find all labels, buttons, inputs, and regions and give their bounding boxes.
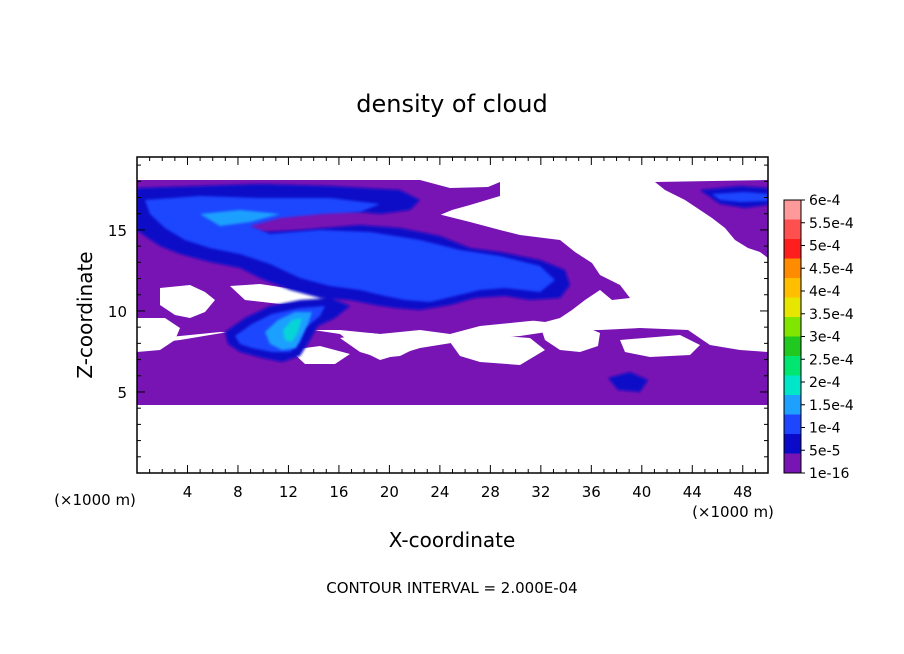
x-tick-label: 36: [582, 483, 601, 501]
region-1.5e-4-upper: [200, 210, 280, 226]
colorbar-label: 3.5e-4: [809, 307, 854, 323]
colorbar-swatch: [784, 278, 801, 298]
x-tick-label: 4: [183, 483, 193, 501]
colorbar-label: 2.5e-4: [809, 352, 854, 368]
colorbar-label: 3e-4: [809, 330, 841, 346]
colorbar-swatch: [784, 219, 801, 239]
colorbar: 6e-4 5.5e-4 5e-4 4.5e-4 4e-4 3.5e-4 3e-4 2.5e-4…: [783, 193, 854, 482]
x-tick-label: 24: [430, 483, 449, 501]
colorbar-label: 1e-4: [809, 421, 841, 437]
colorbar-label: 4e-4: [809, 284, 841, 300]
x-tick-label: 44: [683, 483, 702, 501]
x-tick-label: 20: [380, 483, 399, 501]
y-unit-label: (×1000 m): [54, 491, 136, 509]
y-tick-label: 15: [108, 222, 127, 240]
colorbar-swatch: [784, 414, 801, 434]
clear-gap-5: [540, 322, 600, 352]
colorbar-swatch: [784, 336, 801, 356]
x-tick-labels: 4 8 12 16 20 24 28 32 36 40 44 48: [183, 483, 753, 501]
colorbar-label: 4.5e-4: [809, 261, 854, 277]
y-tick-label: 5: [117, 384, 127, 402]
clear-gap-3: [340, 333, 420, 358]
x-unit-label: (×1000 m): [692, 503, 774, 521]
region-2e-4-mid: [283, 318, 302, 342]
chart-title: density of cloud: [356, 90, 547, 118]
colorbar-swatch: [784, 395, 801, 415]
x-tick-label: 32: [531, 483, 550, 501]
colorbar-label: 5.5e-4: [809, 216, 854, 232]
colorbar-label: 6e-4: [809, 193, 841, 209]
contour-interval-note: CONTOUR INTERVAL = 2.000E-04: [326, 579, 577, 597]
contour-field: [137, 180, 768, 405]
colorbar-swatch: [784, 258, 801, 278]
x-axis-title: X-coordinate: [389, 528, 516, 552]
colorbar-swatch: [784, 317, 801, 337]
colorbar-swatch: [784, 375, 801, 395]
region-5e-5-small: [608, 372, 648, 392]
colorbar-swatch: [784, 356, 801, 376]
y-tick-labels: 5 10 15: [108, 222, 127, 402]
x-tick-label: 8: [233, 483, 243, 501]
region-1e-4-right: [712, 192, 768, 202]
clear-gap-1: [160, 285, 215, 318]
colorbar-label: 5e-4: [809, 239, 841, 255]
region-1e-4-upper: [145, 196, 555, 302]
colorbar-label: 5e-5: [809, 443, 840, 459]
clear-gap-2: [137, 318, 180, 352]
x-tick-label: 48: [733, 483, 752, 501]
clear-gap-4: [450, 335, 545, 365]
x-tick-label: 40: [632, 483, 651, 501]
clear-gap-6: [620, 335, 700, 357]
colorbar-swatch: [784, 453, 801, 473]
colorbar-swatch: [784, 434, 801, 454]
colorbar-swatch: [784, 239, 801, 259]
colorbar-label: 2e-4: [809, 375, 841, 391]
clear-gap-8: [290, 346, 350, 364]
clear-gap-7: [230, 284, 330, 304]
x-tick-label: 16: [329, 483, 348, 501]
x-tick-label: 12: [279, 483, 298, 501]
axis-ticks: [137, 157, 768, 473]
x-tick-label: 28: [481, 483, 500, 501]
y-tick-label: 10: [108, 303, 127, 321]
colorbar-label: 1.5e-4: [809, 398, 854, 414]
colorbar-swatch: [784, 297, 801, 317]
y-axis-title: Z-coordinate: [73, 251, 97, 378]
colorbar-swatch: [784, 200, 801, 220]
colorbar-label: 1e-16: [809, 466, 849, 482]
